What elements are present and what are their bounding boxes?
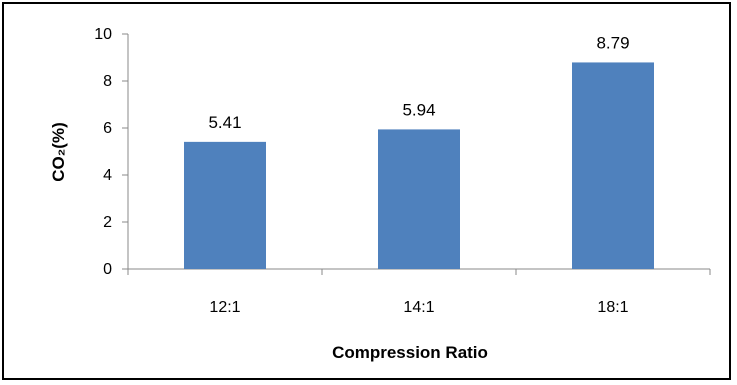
y-tick-label: 0 <box>103 261 112 278</box>
data-label: 5.41 <box>208 113 241 132</box>
x-tick-label: 18:1 <box>597 299 628 316</box>
bar <box>184 141 266 269</box>
bar <box>378 129 460 269</box>
y-tick-label: 8 <box>103 73 112 90</box>
y-tick-label: 6 <box>103 120 112 137</box>
y-tick-label: 4 <box>103 167 112 184</box>
bar <box>572 62 654 270</box>
x-tick-label: 12:1 <box>209 299 240 316</box>
y-axis-title: CO₂(%) <box>49 122 68 182</box>
x-tick-label: 14:1 <box>403 299 434 316</box>
data-label: 5.94 <box>402 100 435 119</box>
data-label: 8.79 <box>596 33 629 52</box>
x-axis-title: Compression Ratio <box>332 343 488 362</box>
y-tick-label: 2 <box>103 214 112 231</box>
y-tick-label: 10 <box>94 26 112 43</box>
plot-area: 0 2 4 6 8 10 5.41 12:1 5.94 14:1 8.79 18:1 <box>94 26 711 316</box>
